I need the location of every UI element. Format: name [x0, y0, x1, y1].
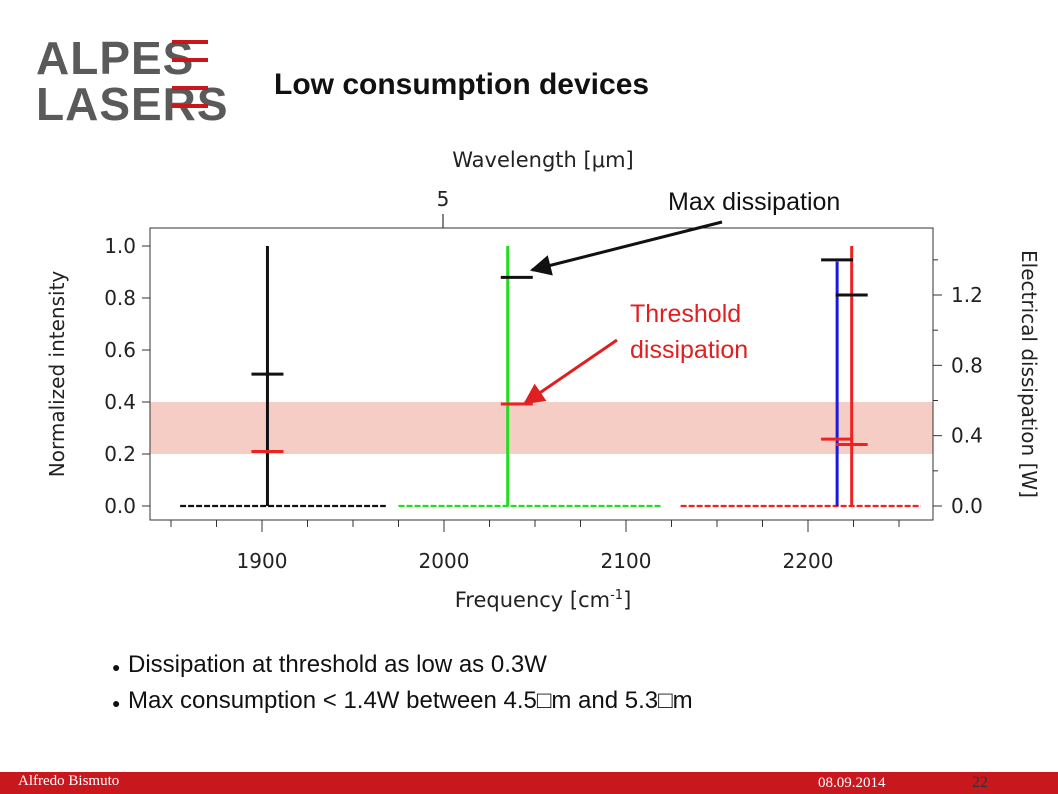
max-dissipation-arrow: [529, 220, 723, 276]
footer-author: Alfredo Bismuto: [18, 773, 120, 789]
threshold-band: [150, 402, 933, 454]
page-title: Low consumption devices: [274, 68, 650, 101]
plot-frame: [149, 227, 934, 521]
threshold-dissipation-arrow: [523, 338, 618, 405]
threshold-label-line2: dissipation: [630, 336, 748, 364]
footer-bar: Alfredo Bismuto 08.09.2014 22: [0, 772, 1058, 794]
alpes-lasers-logo: ALPES LASERS: [36, 34, 228, 126]
page-number: 22: [972, 774, 988, 791]
y-tick-label: 1.0: [104, 234, 136, 258]
y-tick-label: 0.8: [104, 286, 136, 310]
x-tick-label: 2200: [783, 549, 834, 573]
x-tick-label: 2100: [601, 549, 652, 573]
y2-tick-label: 0.8: [951, 353, 983, 377]
top-axis-tick-label: 5: [437, 187, 450, 211]
y-tick-label: 0.2: [104, 442, 136, 466]
bullet-item: ● Max consumption < 1.4W between 4.5□m an…: [112, 687, 693, 714]
x-tick-label: 2000: [419, 549, 470, 573]
footer-date: 08.09.2014: [818, 775, 886, 791]
logo-line1: ALPES: [36, 34, 194, 84]
y2-axis-label: Electrical dissipation [W]: [1017, 250, 1041, 498]
y2-tick-label: 0.4: [951, 424, 983, 448]
y2-tick-label: 1.2: [951, 283, 983, 307]
x-axis-label: Frequency [cm-1]: [455, 588, 632, 612]
top-axis-label: Wavelength [μm]: [452, 148, 633, 172]
y-tick-label: 0.4: [104, 390, 136, 414]
threshold-label-line1: Threshold: [630, 300, 741, 328]
x-tick-label: 1900: [237, 549, 288, 573]
y-tick-label: 0.0: [104, 494, 136, 518]
y-axis-label: Normalized intensity: [45, 271, 69, 478]
y-tick-label: 0.6: [104, 338, 136, 362]
bullet-list: ● Dissipation at threshold as low as 0.3W…: [112, 648, 693, 720]
max-dissipation-label: Max dissipation: [668, 188, 840, 216]
y2-tick-label: 0.0: [951, 494, 983, 518]
chart: 1900 2000 2100 2200 0.0 0.2 0.4 0.6 0.8 1.0 0.0 0…: [45, 148, 1041, 612]
bullet-item: ● Dissipation at threshold as low as 0.3W: [112, 651, 547, 678]
